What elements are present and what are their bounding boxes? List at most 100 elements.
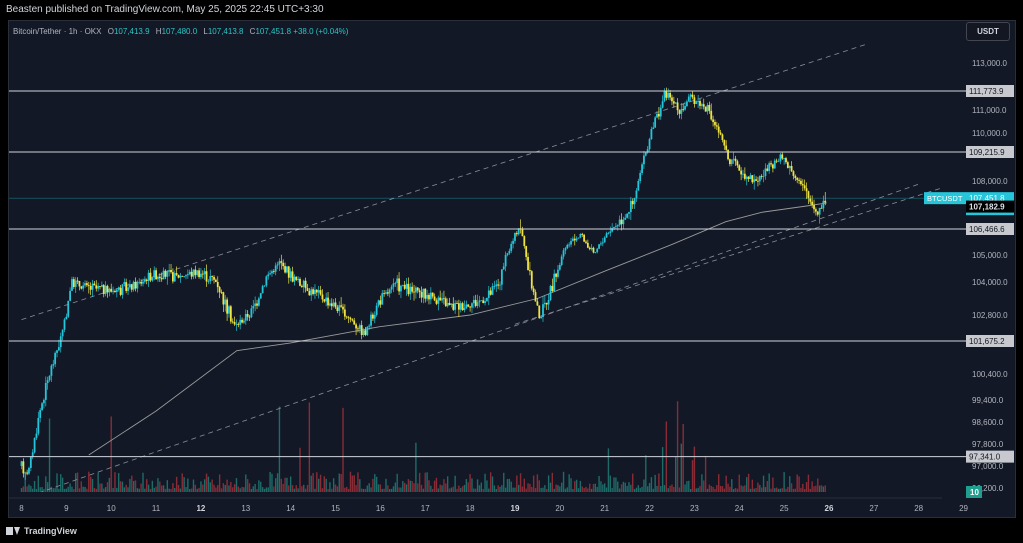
candle-body bbox=[489, 290, 492, 295]
volume-bar bbox=[803, 488, 806, 492]
volume-bar bbox=[175, 476, 178, 492]
volume-bar bbox=[353, 475, 355, 492]
volume-bar bbox=[824, 485, 826, 492]
volume-bar bbox=[714, 488, 716, 492]
candle-body bbox=[50, 365, 53, 376]
candle-body bbox=[254, 303, 257, 307]
volume-bar bbox=[725, 475, 727, 492]
volume-bar bbox=[233, 484, 236, 492]
volume-bar bbox=[230, 481, 232, 492]
volume-bar bbox=[368, 483, 370, 492]
candle-body bbox=[734, 158, 737, 162]
price-axis-label: 99,400.0 bbox=[972, 396, 1004, 405]
volume-bar bbox=[232, 487, 234, 492]
volume-bar bbox=[760, 487, 763, 492]
candle-body bbox=[216, 281, 219, 288]
volume-bar bbox=[58, 488, 60, 492]
volume-bar bbox=[658, 473, 660, 492]
candle-body bbox=[628, 212, 630, 214]
candle-body bbox=[231, 321, 234, 323]
candle-body bbox=[818, 207, 821, 215]
candle-body bbox=[441, 298, 443, 301]
candle-body bbox=[583, 234, 586, 242]
volume-bar bbox=[207, 476, 210, 492]
price-chart[interactable]: 113,000.0 111,000.0 110,000.0 108,000.0 105,… bbox=[0, 0, 1023, 520]
candle-body bbox=[773, 160, 776, 169]
candle-body bbox=[375, 305, 378, 315]
level-badge bbox=[966, 450, 1014, 463]
volume-bar bbox=[783, 472, 785, 492]
candle-body bbox=[657, 113, 660, 117]
candle-body bbox=[74, 280, 77, 287]
candle-body bbox=[426, 294, 429, 299]
volume-bar bbox=[293, 488, 296, 492]
volume-bar bbox=[125, 484, 127, 492]
candle-body bbox=[590, 247, 593, 250]
volume-bar bbox=[52, 488, 54, 492]
volume-bar bbox=[20, 488, 23, 492]
volume-bar bbox=[747, 473, 750, 492]
volume-bar bbox=[717, 474, 720, 492]
candle-body bbox=[329, 303, 331, 306]
volume-bar bbox=[342, 407, 344, 492]
candle-body bbox=[654, 117, 657, 128]
candle-body bbox=[471, 303, 473, 308]
volume-bar bbox=[568, 474, 570, 492]
candle-body bbox=[788, 166, 791, 168]
volume-bar bbox=[398, 487, 400, 492]
candle-body bbox=[715, 125, 718, 127]
volume-bar bbox=[473, 488, 475, 492]
volume-bar bbox=[428, 480, 430, 492]
time-axis-label: 15 bbox=[331, 504, 340, 513]
candle-body bbox=[611, 228, 614, 232]
time-axis-label: 17 bbox=[421, 504, 430, 513]
volume-bar bbox=[813, 486, 815, 492]
candle-body bbox=[235, 323, 238, 325]
candle-body bbox=[704, 106, 707, 112]
volume-bar bbox=[117, 473, 120, 492]
candle-body bbox=[762, 176, 765, 177]
volume-bar bbox=[766, 480, 768, 492]
candle-body bbox=[166, 270, 169, 277]
candle-body bbox=[682, 109, 685, 110]
volume-bar bbox=[286, 477, 288, 492]
volume-bar bbox=[417, 483, 419, 492]
candle-body bbox=[71, 279, 73, 291]
candle-body bbox=[581, 233, 584, 235]
candle-body bbox=[97, 286, 100, 289]
candle-body bbox=[414, 287, 417, 293]
volume-bar bbox=[54, 488, 56, 492]
volume-badge-label: 10 bbox=[970, 488, 979, 497]
candle-body bbox=[22, 461, 25, 474]
candle-body bbox=[697, 101, 700, 102]
volume-bar bbox=[168, 488, 170, 492]
volume-bar bbox=[572, 488, 574, 492]
candle-body bbox=[781, 154, 784, 159]
volume-bar bbox=[632, 473, 634, 492]
candle-body bbox=[482, 300, 485, 304]
volume-bar bbox=[97, 472, 99, 492]
volume-bar bbox=[437, 488, 440, 492]
price-axis-label: 96,200.0 bbox=[972, 484, 1004, 493]
level-badge-label: 109,215.9 bbox=[969, 148, 1005, 157]
volume-bar bbox=[667, 488, 669, 492]
candle-body bbox=[24, 472, 27, 474]
candle-body bbox=[721, 134, 724, 140]
candle-body bbox=[459, 303, 462, 310]
volume-bar bbox=[815, 485, 817, 492]
time-axis-label: 12 bbox=[196, 504, 205, 513]
volume-bar bbox=[529, 483, 531, 492]
candle-body bbox=[280, 261, 283, 263]
candle-body bbox=[291, 271, 294, 282]
volume-bar bbox=[377, 484, 380, 492]
volume-bar bbox=[132, 480, 135, 492]
candle-body bbox=[663, 90, 666, 102]
candle-body bbox=[708, 104, 711, 111]
volume-bar bbox=[60, 474, 62, 492]
candle-body bbox=[104, 285, 107, 294]
volume-bar bbox=[641, 486, 643, 492]
volume-bar bbox=[84, 486, 86, 492]
candle-body bbox=[138, 281, 141, 283]
currency-button[interactable]: USDT bbox=[966, 22, 1010, 41]
candle-body bbox=[244, 314, 247, 321]
